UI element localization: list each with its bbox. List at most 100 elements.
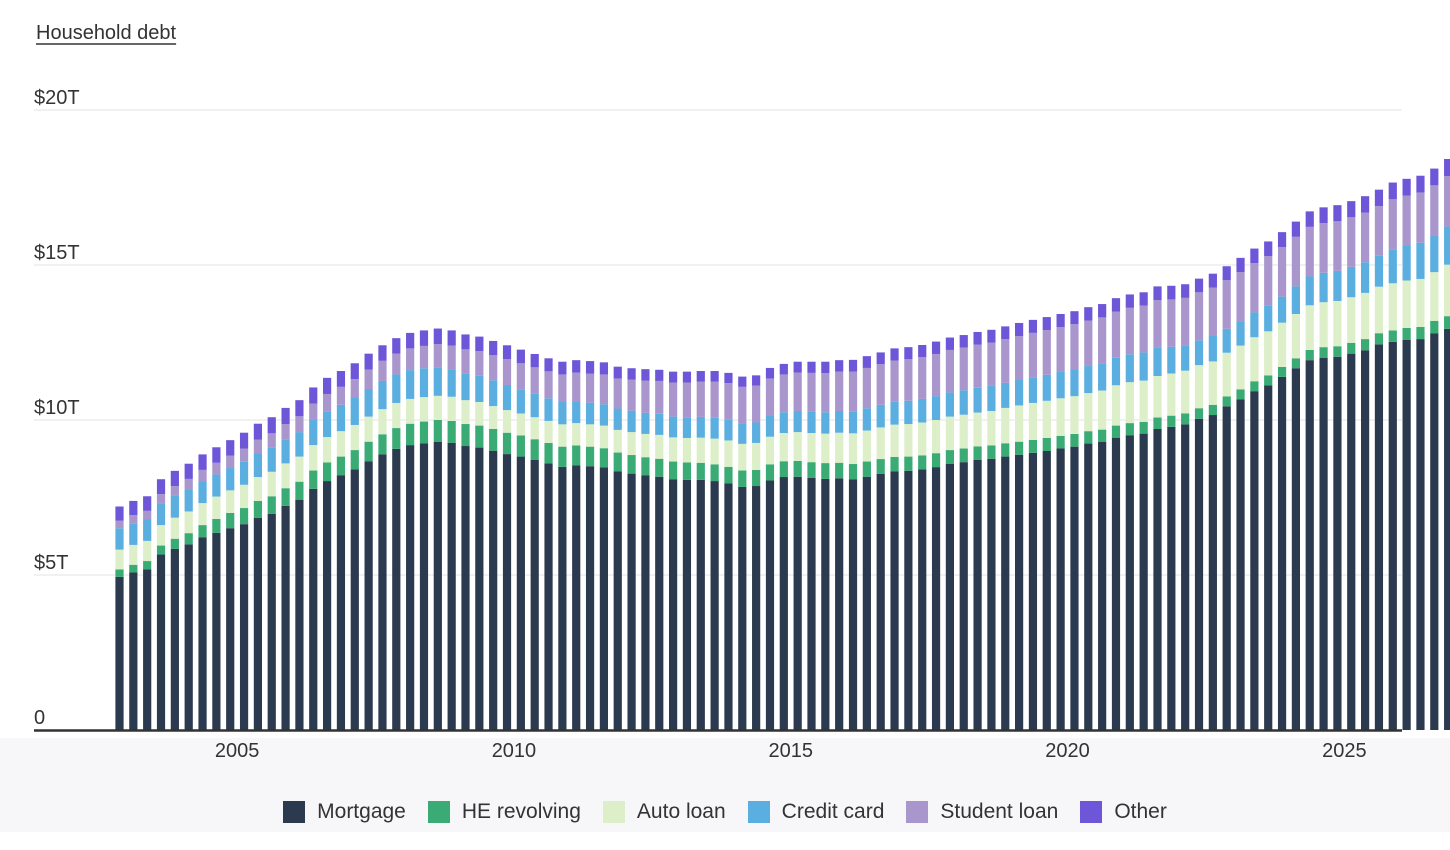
bar-segment-mortgage bbox=[627, 473, 636, 730]
bar-segment-auto-loan bbox=[572, 423, 581, 446]
bar-segment-mortgage bbox=[392, 448, 401, 730]
y-tick-label: $15T bbox=[34, 242, 80, 264]
bar-segment-he-revolving bbox=[585, 446, 595, 467]
bar-segment-student-loan bbox=[1042, 330, 1051, 375]
bar-segment-other bbox=[1333, 205, 1342, 222]
bar-segment-he-revolving bbox=[447, 420, 456, 443]
bar-segment-other bbox=[309, 387, 318, 404]
bar-segment-auto-loan bbox=[613, 429, 622, 453]
legend-item-mortgage[interactable]: Mortgage bbox=[283, 800, 406, 824]
bar-segment-student-loan bbox=[945, 349, 954, 393]
bar-segment-mortgage bbox=[226, 528, 235, 730]
bar-segment-credit-card bbox=[489, 380, 498, 407]
bar-segment-he-revolving bbox=[1056, 435, 1065, 449]
bar-segment-other bbox=[1208, 273, 1217, 288]
bar-segment-he-revolving bbox=[378, 434, 387, 455]
bar-segment-auto-loan bbox=[378, 409, 387, 435]
bar-segment-auto-loan bbox=[1056, 398, 1065, 436]
legend-item-credit-card[interactable]: Credit card bbox=[747, 800, 884, 824]
bar-segment-mortgage bbox=[239, 524, 249, 730]
bar-segment-mortgage bbox=[516, 456, 525, 730]
legend-band bbox=[0, 738, 1450, 832]
bar-segment-credit-card bbox=[918, 398, 927, 423]
bar-segment-student-loan bbox=[1430, 185, 1439, 236]
bar-segment-mortgage bbox=[931, 467, 941, 730]
bar-segment-auto-loan bbox=[973, 412, 982, 447]
bar-segment-credit-card bbox=[876, 404, 885, 428]
bar-segment-credit-card bbox=[1416, 242, 1425, 279]
bar-segment-he-revolving bbox=[558, 446, 567, 467]
bar-segment-auto-loan bbox=[364, 416, 373, 442]
bar-segment-student-loan bbox=[1236, 272, 1245, 322]
bar-segment-student-loan bbox=[669, 382, 678, 417]
y-tick-label: 0 bbox=[34, 707, 45, 729]
bar-segment-student-loan bbox=[655, 380, 664, 414]
bar-segment-other bbox=[779, 363, 788, 375]
bar-segment-mortgage bbox=[641, 475, 650, 730]
bar-segment-student-loan bbox=[143, 510, 152, 520]
bar-segment-credit-card bbox=[904, 400, 913, 425]
bar-segment-auto-loan bbox=[779, 433, 788, 462]
bar-segment-credit-card bbox=[433, 367, 442, 396]
bar-segment-credit-card bbox=[1167, 346, 1176, 374]
bar-segment-mortgage bbox=[309, 488, 318, 730]
legend-item-other[interactable]: Other bbox=[1080, 800, 1167, 824]
bar-segment-mortgage bbox=[1361, 350, 1370, 730]
bar-segment-student-loan bbox=[212, 462, 221, 475]
bar-segment-other bbox=[682, 371, 692, 383]
bar-segment-auto-loan bbox=[848, 433, 858, 465]
bar-segment-credit-card bbox=[295, 432, 304, 457]
bar-segment-mortgage bbox=[765, 480, 775, 730]
bar-segment-he-revolving bbox=[350, 450, 359, 470]
bar-segment-credit-card bbox=[1388, 249, 1397, 284]
bar-segment-he-revolving bbox=[641, 457, 650, 476]
bar-segment-mortgage bbox=[1042, 451, 1051, 730]
bar-segment-he-revolving bbox=[848, 464, 858, 480]
legend-item-auto-loan[interactable]: Auto loan bbox=[602, 800, 726, 824]
bar-segment-auto-loan bbox=[115, 549, 124, 570]
bar-segment-auto-loan bbox=[1264, 331, 1273, 376]
bar-segment-other bbox=[350, 363, 359, 380]
bar-segment-other bbox=[585, 361, 595, 374]
bar-segment-mortgage bbox=[558, 466, 567, 730]
bar-segment-auto-loan bbox=[987, 411, 996, 446]
bar-segment-other bbox=[281, 407, 290, 425]
bar-segment-credit-card bbox=[1056, 371, 1065, 399]
bar-segment-auto-loan bbox=[281, 463, 290, 489]
bar-segment-mortgage bbox=[890, 471, 899, 730]
bar-segment-credit-card bbox=[724, 419, 733, 441]
bar-segment-he-revolving bbox=[1208, 404, 1217, 416]
bar-segment-other bbox=[669, 371, 678, 383]
bar-segment-student-loan bbox=[489, 355, 498, 381]
bar-segment-auto-loan bbox=[129, 544, 138, 565]
bar-segment-he-revolving bbox=[281, 488, 290, 506]
bar-segment-mortgage bbox=[1277, 376, 1287, 730]
bar-segment-auto-loan bbox=[295, 456, 304, 482]
bar-segment-mortgage bbox=[1250, 391, 1259, 730]
bar-segment-he-revolving bbox=[1264, 375, 1273, 386]
legend-item-student-loan[interactable]: Student loan bbox=[906, 800, 1058, 824]
bar-segment-other bbox=[572, 360, 581, 373]
bar-segment-credit-card bbox=[585, 402, 595, 425]
bar-segment-mortgage bbox=[129, 572, 138, 730]
bar-segment-he-revolving bbox=[406, 423, 415, 446]
bar-segment-credit-card bbox=[378, 380, 387, 410]
bar-segment-mortgage bbox=[475, 447, 484, 730]
bar-segment-auto-loan bbox=[918, 422, 927, 456]
bar-segment-auto-loan bbox=[253, 477, 262, 501]
bar-segment-he-revolving bbox=[1416, 327, 1425, 340]
bar-segment-credit-card bbox=[793, 411, 802, 433]
bar-segment-student-loan bbox=[1001, 339, 1010, 383]
x-tick-label: 2015 bbox=[768, 740, 813, 762]
bar-segment-credit-card bbox=[281, 439, 290, 464]
bar-segment-student-loan bbox=[475, 351, 484, 376]
legend-swatch bbox=[1080, 801, 1103, 823]
bar-segment-auto-loan bbox=[793, 432, 802, 461]
bar-segment-credit-card bbox=[1444, 226, 1450, 265]
bar-segment-credit-card bbox=[267, 447, 276, 472]
bar-segment-other bbox=[627, 368, 636, 380]
legend-item-he-revolving[interactable]: HE revolving bbox=[427, 800, 581, 824]
x-tick-label: 2010 bbox=[492, 740, 537, 762]
bar-segment-auto-loan bbox=[821, 433, 830, 464]
bar-segment-auto-loan bbox=[433, 395, 442, 420]
